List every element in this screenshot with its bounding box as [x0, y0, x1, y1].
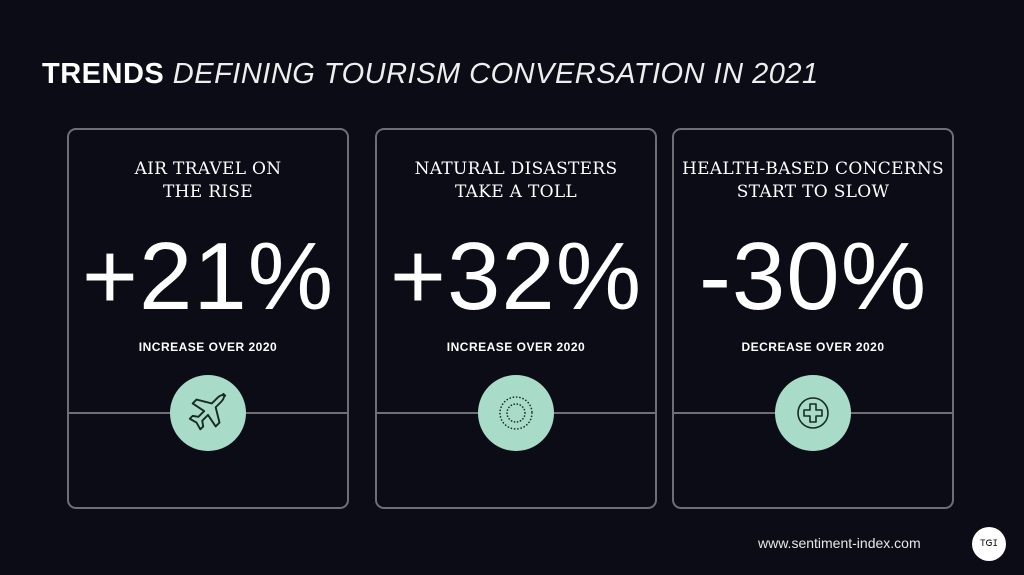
- title-bold: TRENDS: [42, 58, 165, 90]
- card-value: +21%: [81, 223, 335, 330]
- page-title: TRENDS DEFINING TOURISM CONVERSATION IN …: [42, 58, 819, 91]
- title-italic: DEFINING TOURISM CONVERSATION IN 2021: [172, 58, 819, 90]
- card-heading: AIR TRAVEL ON THE RISE: [134, 159, 282, 202]
- tsi-logo: T𝖦I: [972, 527, 1006, 561]
- card-caption: DECREASE OVER 2020: [741, 340, 885, 354]
- trend-card-natural-disasters: NATURAL DISASTERS TAKE A TOLL +32% INCREA…: [375, 128, 657, 509]
- medical-cross-icon: [775, 375, 851, 451]
- trend-card-health-concerns: HEALTH-BASED CONCERNS START TO SLOW -30% …: [672, 128, 954, 509]
- card-heading: HEALTH-BASED CONCERNS START TO SLOW: [681, 159, 945, 202]
- trend-card-air-travel: AIR TRAVEL ON THE RISE +21% INCREASE OVER…: [67, 128, 349, 509]
- card-caption: INCREASE OVER 2020: [138, 340, 278, 354]
- dotted-circles-icon: [478, 375, 554, 451]
- card-value: +32%: [389, 223, 643, 330]
- card-heading: NATURAL DISASTERS TAKE A TOLL: [414, 159, 618, 202]
- card-caption: INCREASE OVER 2020: [446, 340, 586, 354]
- card-value: -30%: [698, 223, 928, 330]
- website-link[interactable]: www.sentiment-index.com: [758, 535, 921, 551]
- airplane-icon: [170, 375, 246, 451]
